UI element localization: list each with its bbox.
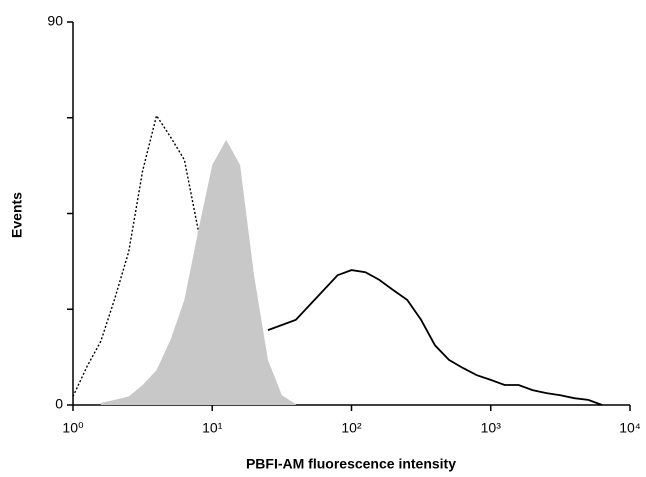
- solid-histogram: [267, 269, 603, 406]
- x-tick-label: 10¹: [202, 420, 223, 436]
- filled-histogram: [100, 139, 296, 405]
- x-axis-title: PBFI-AM fluorescence intensity: [246, 456, 456, 472]
- x-tick-label: 10³: [481, 420, 502, 436]
- dotted-histogram: [72, 113, 255, 404]
- x-tick-label: 10⁴: [619, 420, 641, 436]
- y-axis-title: Events: [9, 192, 25, 238]
- x-tick-label: 10⁰: [62, 420, 84, 436]
- y-tick-label: 0: [55, 396, 63, 412]
- y-tick-label: 90: [47, 13, 63, 29]
- x-tick-label: 10²: [341, 420, 362, 436]
